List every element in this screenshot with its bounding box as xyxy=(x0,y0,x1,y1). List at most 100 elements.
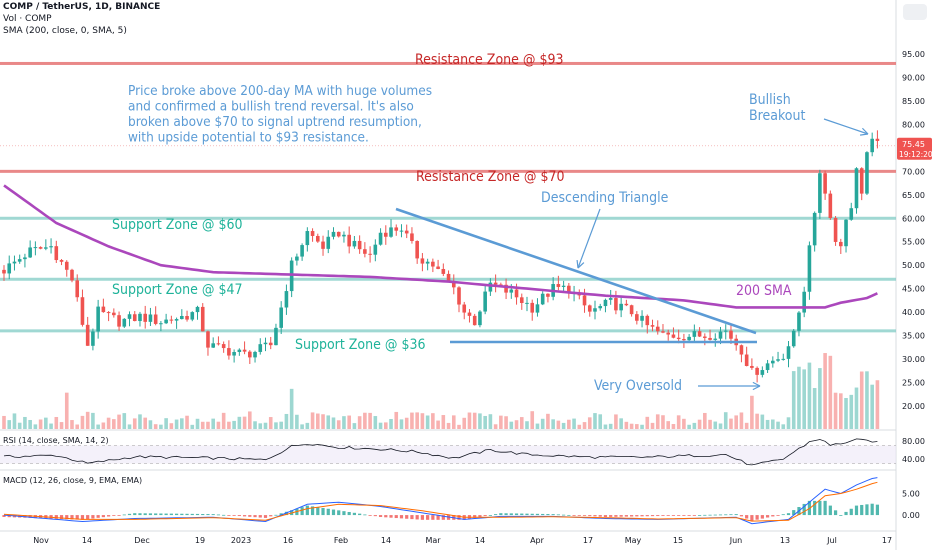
macd-histogram-bar xyxy=(7,515,11,518)
candle xyxy=(556,284,561,287)
price-tick-label: 65.00 xyxy=(902,191,925,200)
candle xyxy=(342,234,346,237)
time-tick-label: Jun xyxy=(729,536,743,545)
candle xyxy=(765,363,770,371)
very-oversold-label: Very Oversold xyxy=(594,378,682,394)
candle xyxy=(640,315,644,321)
volume-bar xyxy=(331,417,336,429)
macd-histogram-bar xyxy=(692,515,696,516)
candle xyxy=(629,305,634,315)
sma-200-line xyxy=(3,184,878,309)
macd-histogram-bar xyxy=(765,515,770,518)
macd-histogram-bar xyxy=(86,515,90,520)
volume-bar xyxy=(493,424,498,429)
candle xyxy=(263,342,268,345)
volume-bar xyxy=(561,422,566,429)
time-tick-label: 15 xyxy=(673,536,683,545)
candle xyxy=(467,312,472,316)
macd-histogram-bar xyxy=(504,513,508,516)
volume-bar xyxy=(645,416,650,429)
volume-bar xyxy=(844,398,848,429)
volume-bar xyxy=(143,417,148,429)
candle xyxy=(870,138,874,153)
macd-histogram-bar xyxy=(54,515,58,519)
volume-bar xyxy=(44,417,48,429)
candle xyxy=(844,219,848,247)
candle xyxy=(755,367,759,375)
volume-bar xyxy=(755,413,759,429)
candle xyxy=(645,315,650,326)
volume-bar xyxy=(373,416,378,429)
macd-histogram-bar xyxy=(483,515,487,517)
macd-histogram-bar xyxy=(813,500,817,516)
macd-histogram-bar xyxy=(781,514,785,516)
candle xyxy=(216,343,221,345)
volume-bar xyxy=(750,395,754,429)
macd-histogram-bar xyxy=(2,515,6,517)
price-tick-label: 35.00 xyxy=(902,332,925,341)
volume-bar xyxy=(870,384,874,429)
volume-bar xyxy=(818,368,822,429)
macd-histogram-bar xyxy=(499,513,503,516)
time-tick-label: 13 xyxy=(780,536,790,545)
volume-bar xyxy=(608,423,613,429)
candle xyxy=(608,298,613,300)
volume-bar xyxy=(744,422,749,429)
volume-bar xyxy=(185,415,189,429)
volume-bar xyxy=(148,420,153,429)
macd-histogram-bar xyxy=(776,515,780,516)
candle xyxy=(347,234,351,247)
volume-bar xyxy=(828,355,833,429)
chart-options-button[interactable] xyxy=(903,4,927,20)
sma-legend: SMA (200, close, 0, SMA, 5) xyxy=(3,26,127,36)
candle xyxy=(786,346,791,359)
volume-bar xyxy=(237,416,242,429)
volume-bar xyxy=(38,419,43,429)
macd-histogram-bar xyxy=(237,515,241,517)
macd-histogram-bar xyxy=(59,515,64,520)
volume-bar xyxy=(425,415,430,429)
macd-histogram-bar xyxy=(697,515,702,516)
candle xyxy=(106,312,111,314)
candle xyxy=(54,246,59,261)
volume-bar xyxy=(807,362,812,429)
volume-bar xyxy=(368,412,372,429)
candle xyxy=(70,269,74,281)
volume-bar xyxy=(593,413,597,429)
price-tick-label: 50.00 xyxy=(902,261,925,270)
candle xyxy=(509,289,514,293)
volume-bar xyxy=(535,423,540,429)
macd-histogram-bar xyxy=(556,514,560,516)
volume-bar xyxy=(305,422,310,429)
macd-histogram-bar xyxy=(399,515,404,519)
candle xyxy=(666,332,671,335)
volume-bar xyxy=(865,371,869,429)
macd-histogram-bar xyxy=(614,515,618,517)
candle xyxy=(729,330,733,339)
volume-bar xyxy=(462,417,467,429)
macd-histogram-bar xyxy=(242,515,247,517)
candle xyxy=(169,319,174,321)
candle xyxy=(7,263,12,274)
volume-bar xyxy=(682,418,686,429)
volume-bar xyxy=(195,418,200,429)
macd-histogram-bar xyxy=(174,513,179,516)
macd-histogram-bar xyxy=(80,515,85,520)
current-price-label: 75.45 xyxy=(902,140,925,149)
candle xyxy=(859,168,864,194)
candle xyxy=(331,231,336,237)
summary-text-line-3: broken above $70 to signal uptrend resum… xyxy=(128,114,422,130)
volume-legend: Vol · COMP xyxy=(3,14,52,24)
candle xyxy=(305,231,310,246)
macd-histogram-bar xyxy=(305,505,309,516)
macd-tick-label: 0.00 xyxy=(902,511,920,520)
candle xyxy=(399,230,404,232)
candle xyxy=(23,257,27,260)
macd-histogram-bar xyxy=(216,514,221,516)
volume-bar xyxy=(676,415,681,429)
candle xyxy=(697,331,702,337)
macd-histogram-bar xyxy=(739,515,744,517)
price-tick-label: 30.00 xyxy=(902,355,925,364)
volume-bar xyxy=(849,394,854,429)
